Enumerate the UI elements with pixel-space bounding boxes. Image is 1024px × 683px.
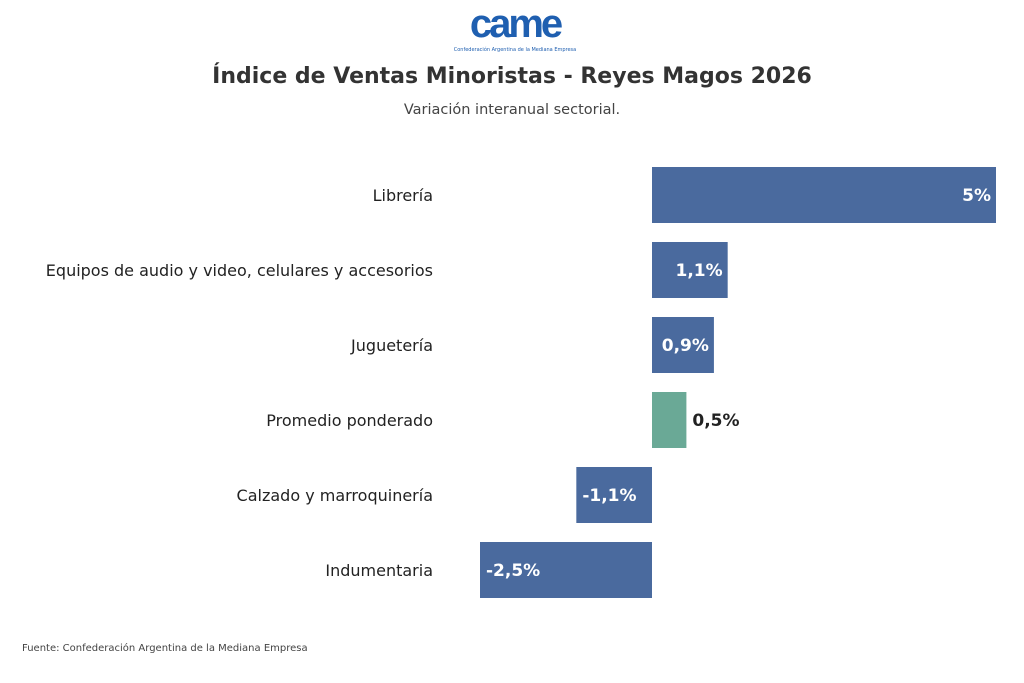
data-label: -2,5% <box>486 561 540 581</box>
bar <box>652 167 996 223</box>
bar <box>652 317 714 373</box>
data-label: 1,1% <box>676 261 723 281</box>
data-label: 0,9% <box>662 336 709 356</box>
data-label: -1,1% <box>582 486 636 506</box>
category-label: Juguetería <box>350 336 433 355</box>
bar <box>652 392 687 448</box>
source-note: Fuente: Confederación Argentina de la Me… <box>22 643 308 654</box>
logo-mark: came <box>469 2 563 46</box>
category-label: Promedio ponderado <box>266 411 433 430</box>
chart-subtitle: Variación interanual sectorial. <box>403 102 621 118</box>
bar <box>652 242 728 298</box>
came-logo: came Confederación Argentina de la Media… <box>440 2 590 58</box>
bar <box>480 542 652 598</box>
logo-subtitle: Confederación Argentina de la Mediana Em… <box>453 47 577 53</box>
chart-title: Índice de Ventas Minoristas - Reyes Mago… <box>212 64 812 89</box>
category-label: Calzado y marroquinería <box>237 486 433 505</box>
category-label: Indumentaria <box>325 561 433 580</box>
category-label: Equipos de audio y video, celulares y ac… <box>46 261 433 280</box>
data-label: 5% <box>962 186 991 206</box>
bar <box>576 467 652 523</box>
category-label: Librería <box>373 186 433 205</box>
data-label: 0,5% <box>692 411 739 431</box>
